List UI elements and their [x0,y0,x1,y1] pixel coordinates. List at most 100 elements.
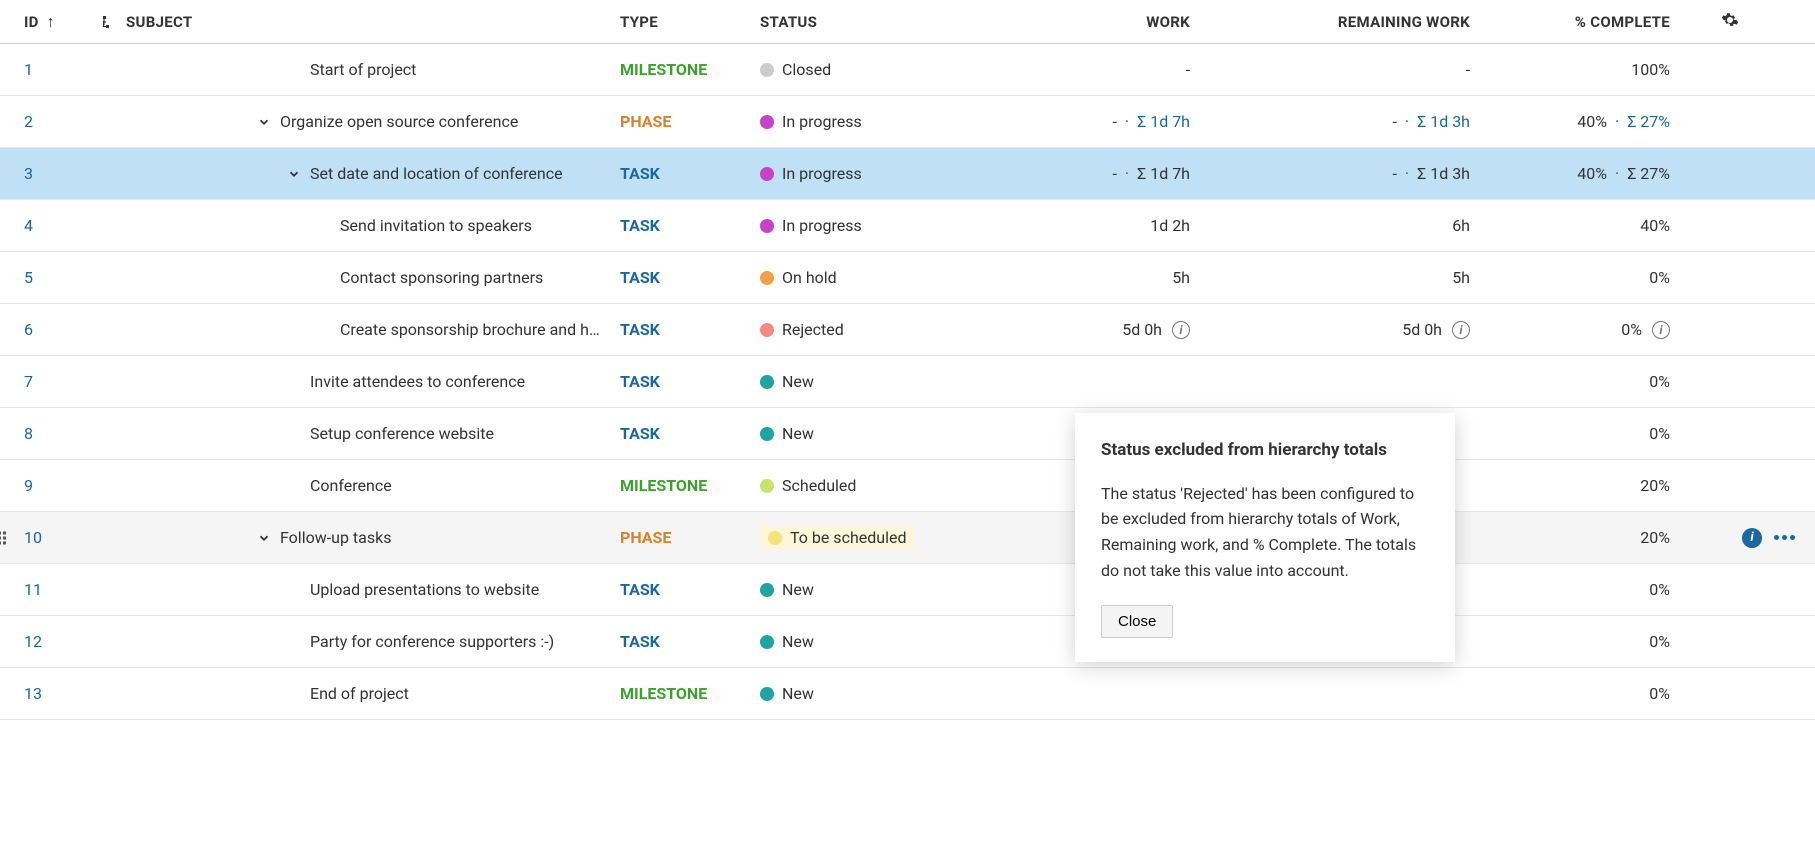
work-package-id-link[interactable]: 5 [24,268,33,287]
table-row[interactable]: 7Invite attendees to conferenceTASKNew0% [0,356,1815,408]
status-text[interactable]: Scheduled [782,476,856,495]
tooltip-close-button[interactable]: Close [1101,605,1173,638]
complete-sigma[interactable]: Σ 27% [1627,112,1670,131]
cell-complete: 40%·Σ 27% [1500,112,1700,131]
status-text[interactable]: In progress [782,112,862,131]
subject-text[interactable]: Follow-up tasks [280,528,392,547]
status-text[interactable]: In progress [782,216,862,235]
status-text[interactable]: New [782,632,814,651]
work-package-id-link[interactable]: 8 [24,424,33,443]
status-text[interactable]: New [782,372,814,391]
type-label[interactable]: PHASE [620,528,671,547]
subject-text[interactable]: Setup conference website [310,424,494,443]
subject-text[interactable]: End of project [310,684,409,703]
complete-value: 20% [1640,476,1670,495]
subject-text[interactable]: Upload presentations to website [310,580,539,599]
table-row[interactable]: 9 Conference MILESTONE Scheduled 20% [0,460,1815,512]
type-label[interactable]: MILESTONE [620,684,707,703]
subject-text[interactable]: Start of project [310,60,416,79]
work-package-id-link[interactable]: 1 [24,60,33,79]
table-row[interactable]: 10Follow-up tasksPHASETo be scheduled20%… [0,512,1815,564]
subject-text[interactable]: Conference [310,476,392,495]
work-package-id-link[interactable]: 13 [24,684,42,703]
subject-text[interactable]: Party for conference supporters :-) [310,632,554,651]
cell-remaining: -·Σ 1d 3h [1220,112,1500,131]
table-row[interactable]: 1Start of projectMILESTONEClosed--100% [0,44,1815,96]
type-label[interactable]: TASK [620,164,660,183]
work-package-id-link[interactable]: 9 [24,476,33,495]
subject-text[interactable]: Send invitation to speakers [340,216,532,235]
info-icon[interactable]: i [1452,321,1470,339]
cell-id: 4 [0,216,100,235]
remaining-value: - [1392,112,1396,131]
complete-value: 0% [1649,424,1670,443]
column-header-type[interactable]: TYPE [620,13,760,31]
type-label[interactable]: MILESTONE [620,60,707,79]
status-text[interactable]: Closed [782,60,831,79]
work-package-id-link[interactable]: 11 [24,580,42,599]
work-package-table: ID ↑ SUBJECT TYPE STATUS WORK REMAINING … [0,0,1815,720]
column-header-remaining[interactable]: REMAINING WORK [1220,13,1500,31]
table-row[interactable]: 13End of projectMILESTONENew0% [0,668,1815,720]
work-package-id-link[interactable]: 2 [24,112,33,131]
chevron-down-icon[interactable] [254,115,274,129]
more-actions-icon[interactable] [1774,535,1795,540]
cell-subject: Upload presentations to website [100,580,620,599]
row-info-icon[interactable]: i [1742,528,1762,548]
table-row[interactable]: 6 Create sponsorship brochure and h… TASK R… [0,304,1815,356]
info-icon[interactable]: i [1652,321,1670,339]
work-package-id-link[interactable]: 12 [24,632,42,651]
column-header-work[interactable]: WORK [940,13,1220,31]
column-header-status[interactable]: STATUS [760,13,940,31]
subject-text[interactable]: Invite attendees to conference [310,372,525,391]
work-sigma[interactable]: Σ 1d 7h [1137,112,1190,131]
type-label[interactable]: TASK [620,424,660,443]
work-package-id-link[interactable]: 7 [24,372,33,391]
type-label[interactable]: TASK [620,320,660,339]
complete-value: 0% [1649,632,1670,651]
column-header-id[interactable]: ID ↑ [0,12,100,32]
column-header-subject[interactable]: SUBJECT [100,13,620,31]
type-label[interactable]: TASK [620,632,660,651]
table-row[interactable]: 2 Organize open source conference PHASE In … [0,96,1815,148]
work-package-id-link[interactable]: 6 [24,320,33,339]
table-row[interactable]: 11 Upload presentations to website TASK New… [0,564,1815,616]
cell-type: TASK [620,216,760,235]
drag-handle-icon[interactable] [0,531,6,544]
type-label[interactable]: TASK [620,372,660,391]
table-row[interactable]: 3 Set date and location of conference TASK… [0,148,1815,200]
info-icon[interactable]: i [1172,321,1190,339]
chevron-down-icon[interactable] [284,167,304,181]
chevron-down-icon[interactable] [254,531,274,545]
work-value: - [1112,164,1116,183]
status-text[interactable]: Rejected [782,320,844,339]
status-text[interactable]: New [782,424,814,443]
table-row[interactable]: 12 Party for conference supporters :-) TAS… [0,616,1815,668]
table-row[interactable]: 8 Setup conference website TASK New 0% [0,408,1815,460]
work-package-id-link[interactable]: 10 [24,528,42,547]
complete-value: 40% [1577,112,1607,131]
status-text[interactable]: New [782,580,814,599]
table-row[interactable]: 4 Send invitation to speakers TASK In progr… [0,200,1815,252]
subject-text[interactable]: Set date and location of conference [310,164,563,183]
column-header-complete[interactable]: % COMPLETE [1500,13,1700,31]
subject-text[interactable]: Contact sponsoring partners [340,268,543,287]
type-label[interactable]: MILESTONE [620,476,707,495]
type-label[interactable]: TASK [620,268,660,287]
status-text[interactable]: On hold [782,268,837,287]
table-row[interactable]: 5Contact sponsoring partnersTASKOn hold5… [0,252,1815,304]
work-package-id-link[interactable]: 4 [24,216,33,235]
remaining-sigma[interactable]: Σ 1d 3h [1417,112,1470,131]
type-label[interactable]: PHASE [620,112,671,131]
sort-ascending-icon: ↑ [47,12,55,31]
status-text[interactable]: In progress [782,164,862,183]
subject-text[interactable]: Organize open source conference [280,112,518,131]
status-badge[interactable]: To be scheduled [760,526,914,549]
status-dot-icon [760,427,774,441]
type-label[interactable]: TASK [620,216,660,235]
subject-text[interactable]: Create sponsorship brochure and h… [340,320,600,339]
work-package-id-link[interactable]: 3 [24,164,33,183]
column-settings[interactable] [1700,11,1760,33]
status-text[interactable]: New [782,684,814,703]
type-label[interactable]: TASK [620,580,660,599]
